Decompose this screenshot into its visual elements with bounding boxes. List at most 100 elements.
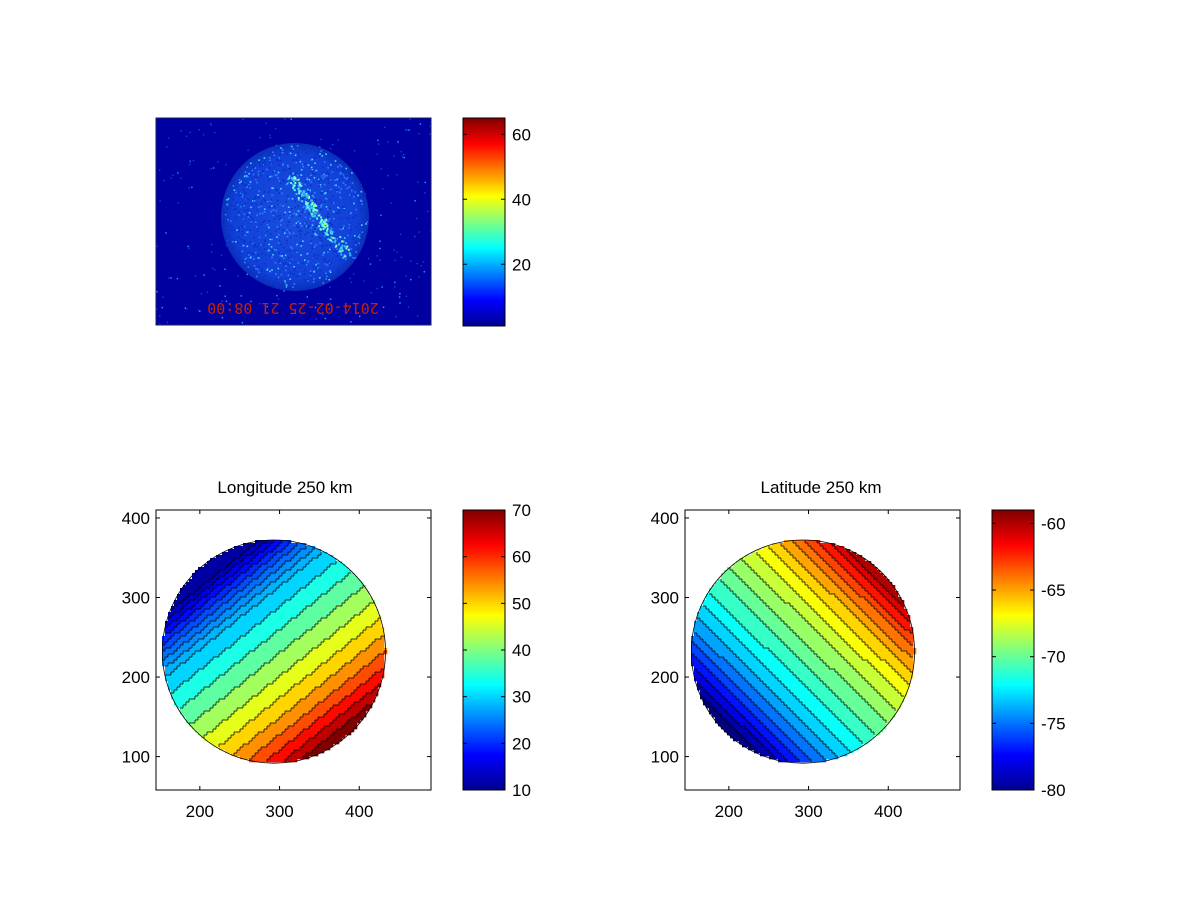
sky-pixel [286,286,289,289]
noise-pixel [220,305,222,307]
noise-pixel [168,277,170,279]
sky-pixel [344,184,347,186]
noise-pixel [168,137,170,139]
sky-pixel [299,215,301,217]
sky-pixel [297,220,299,223]
noise-pixel [376,255,378,257]
sky-pixel [275,189,277,191]
sky-pixel [338,242,341,244]
sky-pixel [337,268,340,270]
aurora-pixel [290,182,293,184]
sky-pixel [289,271,292,274]
sky-pixel [330,228,332,231]
sky-pixel [278,259,281,261]
noise-pixel [284,118,286,120]
sky-pixel [333,217,335,220]
sky-pixel [261,212,264,215]
sky-pixel [345,167,348,170]
sky-pixel [346,187,348,190]
sky-pixel [279,220,282,222]
sky-pixel [282,257,285,260]
camera-disk-noise [223,145,368,289]
sky-pixel [306,202,308,205]
sky-pixel [290,145,293,148]
sky-pixel [274,218,276,220]
sky-pixel [276,236,278,238]
noise-pixel [409,118,411,120]
sky-pixel [320,178,322,181]
noise-pixel [394,281,396,284]
sky-pixel [289,229,291,232]
sky-pixel [288,216,290,219]
sky-pixel [275,273,277,275]
sky-pixel [295,249,297,252]
sky-pixel [273,206,276,208]
sky-pixel [247,231,250,233]
sky-pixel [334,179,336,181]
sky-pixel [314,157,316,159]
noise-pixel [177,172,179,174]
sky-pixel [266,200,269,203]
sky-pixel [332,210,335,213]
sky-pixel [246,213,249,216]
sky-pixel [300,245,303,247]
aurora-pixel [298,192,301,195]
noise-pixel [379,247,381,250]
noise-pixel [283,290,285,292]
noise-pixel [406,129,408,131]
sky-pixel [259,164,261,167]
sky-pixel [325,198,328,200]
sky-pixel [316,177,319,180]
sky-pixel [323,161,326,163]
sky-pixel [290,150,292,153]
sky-pixel [236,203,239,206]
sky-pixel [311,210,313,213]
noise-pixel [192,159,195,162]
sky-pixel [326,171,329,173]
sky-pixel [335,236,338,239]
sky-pixel [315,267,317,270]
sky-pixel [360,199,362,202]
sky-pixel [298,283,300,285]
noise-pixel [210,124,212,126]
sky-pixel [332,226,334,228]
sky-pixel [240,205,242,208]
noise-pixel [213,269,216,271]
sky-pixel [238,250,241,253]
sky-pixel [285,284,288,286]
sky-pixel [337,271,339,273]
sky-pixel [313,177,316,179]
aurora-pixel [306,206,309,209]
sky-pixel [276,215,278,217]
sky-pixel [263,262,266,265]
sky-pixel [332,169,335,172]
sky-pixel [309,218,312,220]
noise-pixel [165,232,167,234]
sky-pixel [325,153,327,155]
sky-pixel [352,236,355,238]
x-tick-label: 300 [794,802,822,821]
sky-pixel [326,275,328,278]
noise-pixel [367,257,370,260]
sky-pixel [361,231,364,234]
sky-pixel [284,263,287,265]
sky-pixel [298,229,301,231]
sky-pixel [315,225,317,227]
sky-pixel [340,172,342,174]
sky-pixel [321,155,324,157]
sky-pixel [279,262,281,264]
sky-pixel [269,161,271,164]
aurora-pixel [325,231,328,234]
sky-pixel [301,211,303,213]
sky-pixel [358,233,361,236]
noise-pixel [376,287,378,290]
longitude-axis-ticks: 200 300 400 100 200 300 400 [122,509,431,821]
sky-pixel [324,263,327,265]
aurora-pixel [314,211,317,214]
sky-pixel [275,249,277,251]
noise-pixel [332,144,334,146]
sky-pixel [269,157,271,159]
sky-pixel [338,207,341,209]
x-tick-label: 200 [186,802,214,821]
sky-pixel [322,166,324,169]
